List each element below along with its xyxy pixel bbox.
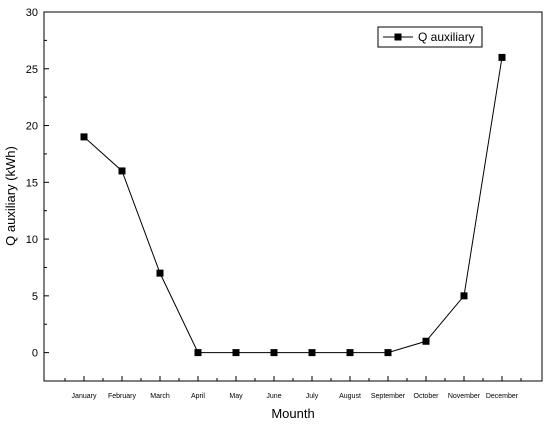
x-axis: January February March April May June July Augu…: [64, 376, 522, 400]
plot-frame: [43, 11, 543, 382]
x-tick-label: November: [448, 393, 481, 400]
x-tick-label: March: [150, 393, 170, 400]
data-point: [194, 349, 202, 357]
x-tick-label: October: [414, 393, 440, 400]
y-tick-label: 5: [32, 291, 38, 303]
y-tick-label: 15: [26, 177, 38, 189]
series-line: [83, 57, 503, 354]
y-tick-label: 10: [26, 234, 38, 246]
y-axis: 0 5 10 15 20 25 30: [26, 7, 49, 382]
data-point: [346, 349, 354, 357]
data-point: [384, 349, 392, 357]
x-axis-title: Mounth: [271, 406, 314, 421]
data-point: [118, 167, 126, 175]
x-tick-label: April: [191, 393, 205, 400]
x-tick-label: August: [339, 393, 361, 400]
y-tick-label: 25: [26, 64, 38, 76]
data-point: [270, 349, 278, 357]
y-tick-label: 0: [32, 348, 38, 360]
x-tick-label: May: [229, 393, 243, 400]
y-tick-label: 20: [26, 121, 38, 133]
data-point: [232, 349, 240, 357]
legend-box: [377, 26, 483, 48]
x-tick-label: February: [108, 393, 137, 400]
data-point: [80, 133, 88, 141]
data-point: [460, 292, 468, 300]
legend-label: Q auxiliary: [418, 30, 475, 44]
y-tick-label: 30: [26, 7, 38, 19]
legend: Q auxiliary: [377, 26, 483, 48]
x-tick-label: December: [486, 393, 519, 400]
y-axis-title: Q auxiliary (kWh): [3, 146, 18, 246]
data-point: [498, 53, 506, 61]
legend-marker: [394, 33, 402, 41]
data-point: [156, 269, 164, 277]
data-point: [308, 349, 316, 357]
series-group: [80, 53, 506, 357]
x-tick-label: January: [72, 393, 97, 400]
x-tick-label: July: [306, 393, 319, 400]
x-tick-label: September: [371, 393, 406, 400]
x-tick-label: June: [266, 393, 281, 400]
data-point: [422, 337, 430, 345]
